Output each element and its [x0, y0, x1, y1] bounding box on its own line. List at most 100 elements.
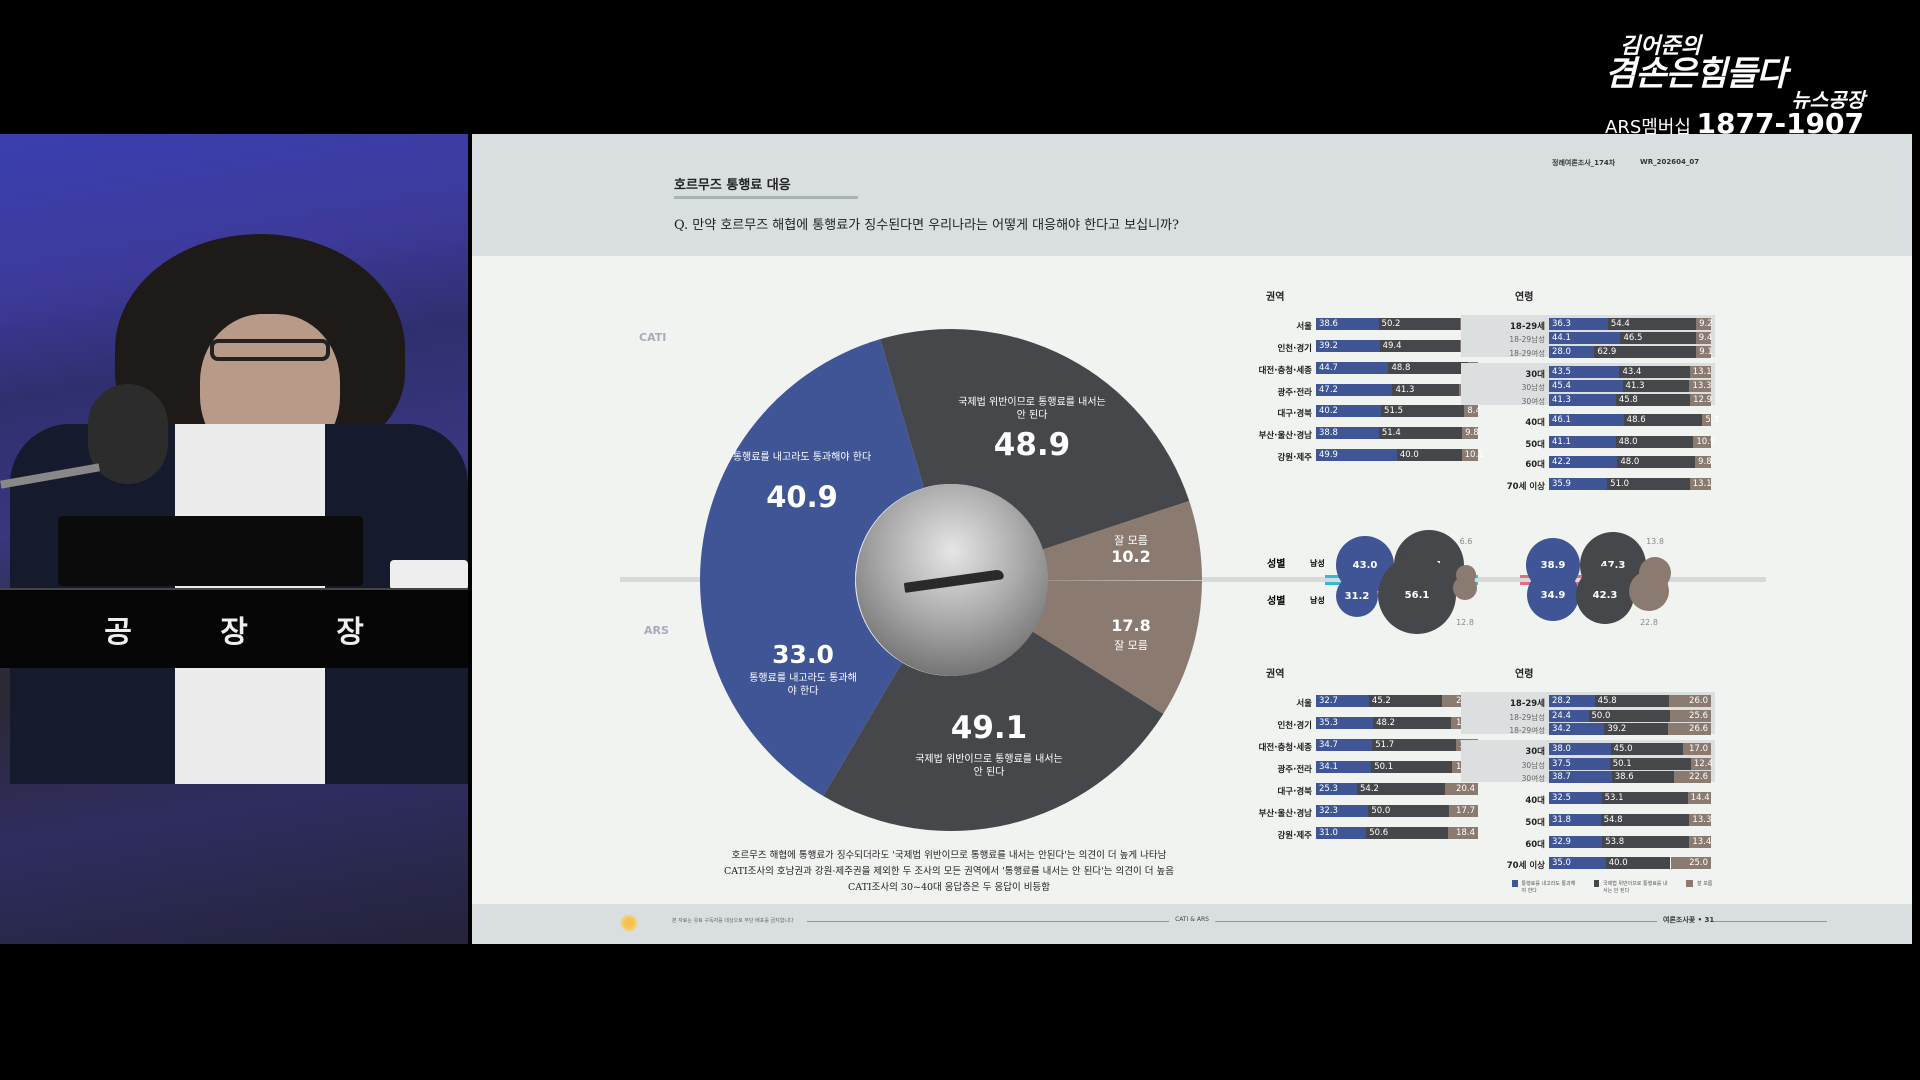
bar-segment: 54.8	[1600, 814, 1690, 826]
bar-row-label: 30남성	[1521, 383, 1545, 392]
cati-blue-value: 40.9	[766, 480, 838, 514]
bar-segment: 43.5	[1549, 366, 1620, 378]
bubble-callout: 13.8	[1646, 537, 1664, 546]
bar-segment: 25.6	[1669, 710, 1711, 722]
bar-segment: 45.8	[1594, 695, 1669, 707]
logo-line-1: 김어준의	[1620, 34, 1701, 59]
stacked-bar: 43.5 43.4 13.1	[1549, 366, 1712, 378]
bar-row-label: 70세 이상	[1506, 861, 1545, 871]
bar-segment: 26.6	[1667, 723, 1711, 735]
legend-label: 통행료를 내고라도 통과해야 한다	[1521, 881, 1576, 894]
ars-slice-0	[700, 580, 903, 797]
nameplate-char: 공	[104, 615, 132, 650]
footer-note: 본 자료는 유료 구독자를 대상으로 무단 배포를 금지합니다	[672, 918, 794, 924]
bar-segment: 40.0	[1605, 857, 1671, 869]
bar-segment: 39.2	[1316, 340, 1380, 352]
cati-label: CATI	[639, 331, 667, 344]
summary-text: 호르무즈 해협에 통행료가 징수되더라도 '국제법 위반이므로 통행료를 내서는…	[724, 848, 1174, 896]
gender-row-label: 성별	[1267, 559, 1286, 570]
bar-row-label: 18-29여성	[1509, 349, 1545, 358]
bar-row-label: 60대	[1525, 460, 1545, 470]
cati-dark-value: 48.9	[993, 427, 1071, 463]
bar-row-label: 광주·전라	[1277, 388, 1312, 398]
logo-line-2: 겸손은힘들다	[1605, 54, 1788, 94]
stacked-bar: 38.0 45.0 17.0	[1549, 743, 1711, 755]
bar-segment: 12.4	[1690, 758, 1713, 770]
bar-segment: 49.4	[1379, 340, 1460, 352]
bar-row-label: 대전·충청·세종	[1258, 743, 1312, 753]
slide-footer: 본 자료는 유료 구독자를 대상으로 무단 배포를 금지합니다 CATI & A…	[472, 904, 1912, 944]
ship-photo	[856, 484, 1048, 676]
gender-group-label: 남성	[1310, 559, 1325, 568]
bar-segment: 34.2	[1549, 723, 1605, 735]
stacked-bar: 42.2 48.0 9.8	[1549, 456, 1712, 468]
bar-segment: 31.0	[1316, 827, 1367, 839]
stacked-bar: 28.2 45.8 26.0	[1549, 695, 1711, 707]
bar-segment: 51.0	[1607, 478, 1690, 490]
stacked-bar: 31.8 54.8 13.3	[1549, 814, 1711, 826]
bar-segment: 31.8	[1549, 814, 1601, 826]
bar-segment: 26.0	[1668, 695, 1711, 707]
stacked-bar: 28.0 62.9 9.1	[1549, 346, 1713, 358]
bar-segment: 53.8	[1602, 836, 1690, 848]
bar-segment: 35.0	[1549, 857, 1606, 869]
bar-row-label: 강원·제주	[1277, 453, 1312, 463]
footer-center: CATI & ARS	[1169, 916, 1215, 923]
bar-segment: 20.4	[1444, 783, 1478, 795]
mug	[390, 560, 468, 590]
bar-segment: 17.7	[1449, 805, 1478, 817]
bar-segment: 37.5	[1549, 758, 1610, 770]
stacked-bar: 49.9 40.0 10.1	[1316, 449, 1484, 461]
bar-segment: 25.3	[1316, 783, 1358, 795]
stacked-bar: 40.2 51.5 8.4	[1316, 405, 1481, 417]
bar-segment: 41.3	[1549, 394, 1616, 406]
bar-row-label: 70세 이상	[1506, 482, 1545, 492]
bar-segment: 50.2	[1378, 318, 1460, 330]
bar-segment: 50.6	[1366, 827, 1449, 839]
stacked-bar: 34.751.713.6	[1316, 739, 1478, 751]
stacked-bar: 44.748.86.4	[1316, 362, 1484, 374]
bar-segment: 9.1	[1696, 346, 1713, 358]
bubble-callout: 22.8	[1640, 618, 1658, 627]
question-text: Q. 만약 호르무즈 해협에 통행료가 징수된다면 우리나라는 어떻게 대응해야…	[674, 218, 1179, 233]
legend-swatch-dark	[1594, 880, 1600, 887]
nameplate: 공 장 장	[0, 588, 468, 668]
bar-row-label: 대구·경북	[1277, 409, 1312, 419]
bar-row-label: 18-29남성	[1509, 335, 1545, 344]
stacked-bar: 35.9 51.0 13.1	[1549, 478, 1712, 490]
bar-segment: 9.8	[1695, 456, 1712, 468]
bar-row-label: 30대	[1525, 370, 1545, 380]
cati-slice-0	[700, 339, 924, 580]
stacked-bar: 45.4 41.3 13.3	[1549, 380, 1711, 392]
doc-code: WR_202604_07	[1640, 158, 1700, 166]
stacked-bar: 36.3 54.4 9.2	[1549, 318, 1713, 330]
bar-segment: 39.2	[1604, 723, 1668, 735]
bar-segment: 48.6	[1623, 414, 1703, 426]
ars-male-bubble: 56.1	[1378, 556, 1456, 634]
bar-segment: 10.9	[1693, 436, 1715, 448]
bar-segment: 50.0	[1368, 805, 1450, 817]
bar-segment: 9.4	[1695, 332, 1712, 344]
slide-header: 호르무즈 통행료 대응 Q. 만약 호르무즈 해협에 통행료가 징수된다면 우리…	[472, 134, 1912, 256]
ars-slice-2	[1032, 580, 1202, 714]
bar-segment: 40.0	[1396, 449, 1462, 461]
bar-segment: 50.1	[1371, 761, 1453, 773]
bar-row-label: 30남성	[1521, 761, 1545, 770]
bar-segment: 32.3	[1316, 805, 1369, 817]
ars-brown-label: 잘 모름	[1114, 639, 1148, 652]
bar-segment: 50.1	[1609, 758, 1691, 770]
stacked-bar: 34.150.115.8	[1316, 761, 1478, 773]
bar-row-label: 부산·울산·경남	[1258, 809, 1312, 819]
bar-segment: 53.1	[1601, 792, 1688, 804]
bar-chart-title: 권역	[1266, 292, 1285, 303]
show-logo: 김어준의 겸손은힘들다 뉴스공장 ARS멤버십 1877-1907	[1605, 34, 1905, 139]
bar-segment: 32.5	[1549, 792, 1602, 804]
bar-segment: 34.1	[1316, 761, 1372, 773]
bar-segment: 48.0	[1617, 456, 1696, 468]
cati-slice-2	[1042, 500, 1202, 580]
logo-line-3: 뉴스공장	[1791, 88, 1865, 112]
bar-row-label: 50대	[1525, 440, 1545, 450]
bar-row-label: 18-29세	[1509, 699, 1545, 709]
bar-row-label: 40대	[1525, 418, 1545, 428]
bar-segment: 42.2	[1549, 456, 1618, 468]
